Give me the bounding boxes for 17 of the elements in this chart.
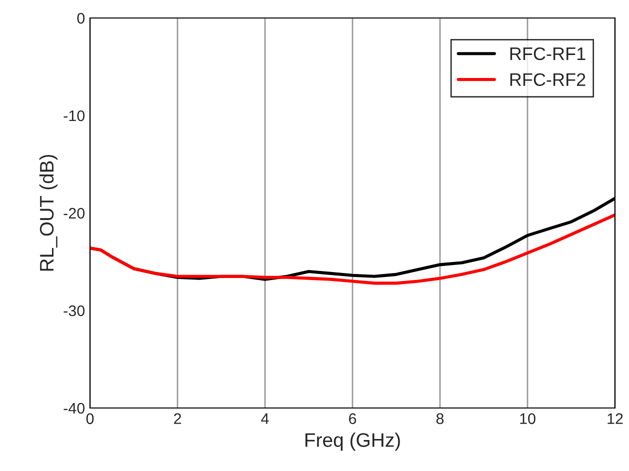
y-tick-label: 0: [77, 12, 85, 24]
x-tick-label: 12: [608, 413, 623, 424]
legend-label: RFC-RF2: [510, 73, 586, 86]
x-tick-label: 0: [86, 413, 94, 424]
y-tick-label: -40: [64, 402, 85, 414]
y-tick-label: -20: [64, 208, 85, 219]
line-series: [90, 213, 615, 285]
legend-label: RFC-RF1: [510, 47, 586, 60]
x-tick-label: 4: [261, 413, 269, 424]
x-axis-title: Freq (GHz): [305, 432, 400, 451]
y-tick-label: -30: [64, 305, 85, 316]
x-tick-label: 8: [436, 413, 444, 424]
x-tick-label: 2: [174, 413, 181, 424]
y-tick-label: -10: [64, 110, 85, 122]
x-tick-label: 10: [520, 413, 536, 424]
y-axis-title: RL_OUT (dB): [39, 154, 58, 271]
x-tick-label: 6: [349, 413, 356, 424]
